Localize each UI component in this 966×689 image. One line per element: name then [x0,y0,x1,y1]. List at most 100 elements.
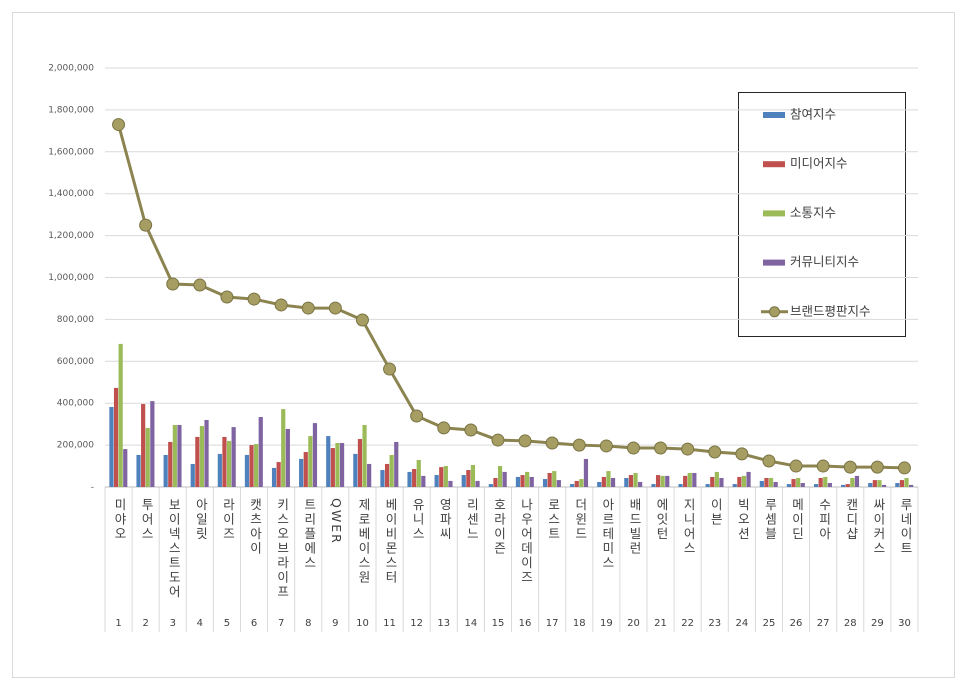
x-tick-label: 캣츠아이 [248,498,263,556]
bar [525,471,530,487]
x-tick-label: 로스트 [546,498,561,542]
bar [421,475,426,487]
bar [705,484,710,487]
line-marker [166,277,180,291]
line-marker [843,460,857,474]
x-tick-label: 나우어데이즈 [519,498,534,585]
line-marker [870,460,884,474]
bar [827,483,832,487]
x-tick-label: 지니어스 [681,498,696,556]
x-rank-label: 24 [735,618,748,629]
bar [384,463,390,487]
bar [796,477,801,487]
x-rank-label: 14 [464,618,477,629]
x-tick-label: 캔디샵 [844,498,859,542]
legend-swatch [763,161,785,168]
bar [899,480,905,487]
bar [367,463,372,487]
legend-label: 커뮤니티지수 [790,254,859,269]
bar [461,475,466,487]
x-rank-label: 12 [410,618,423,629]
x-rank-label: 29 [871,618,884,629]
x-rank-label: 15 [492,618,505,629]
line-marker [301,301,315,315]
bar [606,471,611,487]
bar [520,475,525,487]
x-tick-label: 루셈블 [762,498,777,542]
x-tick-label: 리센느 [464,498,479,542]
bar [687,472,692,487]
bar [845,484,850,487]
line-marker [735,447,749,461]
bar [312,423,318,487]
bar [651,484,656,487]
line-marker [681,442,695,456]
x-tick-label: 수피아 [817,498,832,542]
x-tick-label: 호라이즌 [491,498,506,556]
bar [163,454,168,487]
bar [660,475,665,487]
bar [579,479,584,487]
bar [357,439,363,487]
x-tick-label: 라이즈 [220,498,235,542]
x-tick-label: 빅오션 [735,498,750,542]
bar [895,483,900,487]
x-tick-label: 미야오 [112,498,127,542]
bar [773,481,778,487]
legend-swatch [763,112,785,118]
x-rank-label: 22 [681,618,694,629]
bar [741,475,747,487]
x-rank-label: 16 [519,618,532,629]
y-tick-label: 1,000,000 [48,273,94,283]
x-tick-label: 키스오브라이프 [275,498,290,600]
bar [123,449,128,487]
bar [145,427,150,487]
x-tick-label: 배드빌런 [627,498,642,556]
x-rank-label: 18 [573,618,586,629]
line-marker [247,292,261,306]
x-tick-label: 트리플에스 [302,498,317,571]
x-rank-label: 26 [790,618,803,629]
legend-swatch [763,259,785,266]
bar [552,471,557,487]
line-marker [328,301,342,315]
bar [909,484,914,487]
x-tick-label: 유니스 [410,498,425,542]
x-tick-label: 투어스 [139,498,154,542]
line-marker [599,439,613,453]
bar [439,467,444,487]
x-rank-label: 23 [708,618,721,629]
line-marker [220,290,234,304]
bar [217,453,222,487]
bar [502,471,507,487]
bar [330,448,335,487]
bar [475,480,480,487]
x-tick-label: 제로베이스원 [356,498,371,585]
x-rank-label: 19 [600,618,613,629]
x-rank-label: 5 [224,618,230,629]
bar [881,484,887,487]
bar [732,484,737,487]
line-marker [383,362,397,376]
bar [764,477,769,487]
bar [665,475,670,487]
bar [628,475,634,487]
x-tick-label: 베이비몬스터 [383,498,398,585]
bar [109,406,114,487]
line-marker [437,421,451,435]
bar [583,458,589,487]
y-tick-label: - [91,483,94,493]
x-rank-label: 8 [305,618,311,629]
x-tick-label: 에잇턴 [654,498,669,542]
bar [412,468,417,487]
bar [339,443,345,487]
y-tick-label: 200,000 [57,441,94,451]
bar [515,476,521,487]
bar [222,436,227,487]
bar [271,467,277,487]
x-tick-label: 메이딘 [790,498,805,542]
line-marker [545,436,559,450]
legend-label: 미디어지수 [790,156,848,171]
line-marker [139,218,153,232]
bar [746,471,751,487]
